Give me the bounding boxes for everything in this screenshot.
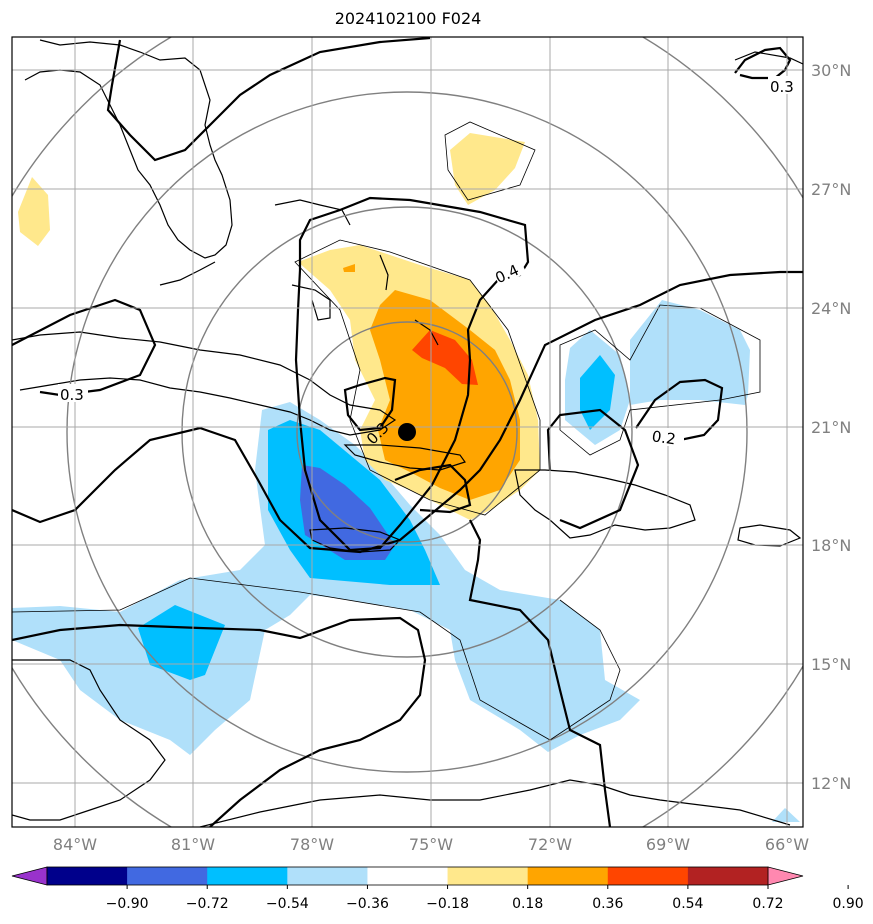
colorbar-tick-label: −0.36 [346,896,389,912]
colorbar-segment [607,867,689,885]
lon-label-75w: 75°W [409,835,453,854]
contour-label-0-3-west: 0.3 [60,386,84,404]
lat-label-12n: 12°N [811,774,851,793]
colorbar-segment [527,867,609,885]
lon-label-72w: 72°W [528,835,572,854]
storm-center-marker [398,423,416,441]
colorbar-tick-label: −0.72 [186,896,229,912]
lat-label-15n: 15°N [811,655,851,674]
colorbar-segment [287,867,368,885]
colorbar-tick-label: −0.54 [266,896,309,912]
colorbar-segment [367,867,449,885]
lat-label-21n: 21°N [811,418,851,437]
lon-label-69w: 69°W [646,835,690,854]
map-area: 0.4 0.3 0.3 0.2 0.3 [12,37,803,827]
lon-label-78w: 78°W [290,835,334,854]
coastlines [12,39,803,827]
map-frame [11,36,804,828]
colorbar-segment [47,867,128,885]
colorbar-tick-label: −0.90 [106,896,149,912]
graticule [12,37,803,827]
lon-label-81w: 81°W [171,835,215,854]
colorbar-tick-label: 0.72 [752,896,783,912]
colorbar-tick-label: 0.54 [672,896,703,912]
colorbar-segment [207,867,288,885]
colorbar-segment [127,867,208,885]
colorbar-extend-low [11,866,48,886]
colorbar-tick-label: −0.18 [426,896,469,912]
thick-contours [12,37,803,827]
map-title: 2024102100 F024 [334,9,482,28]
lat-label-30n: 30°N [811,61,851,80]
contour-label-0-2: 0.2 [651,427,677,448]
colorbar-segment [447,867,529,885]
lon-label-66w: 66°W [765,835,809,854]
colorbar-tick-label: 0.36 [592,896,623,912]
lat-label-27n: 27°N [811,180,851,199]
colorbar-frame [46,866,769,886]
colorbar-segment [687,867,769,885]
colorbar-extend-high [767,866,804,886]
colorbar: −0.90 −0.72 −0.54 −0.36 −0.18 0.18 0.36 0.54 0.7… [11,866,864,912]
thin-contours [12,121,761,741]
lat-label-24n: 24°N [811,299,851,318]
lon-label-84w: 84°W [53,835,97,854]
contour-label-0-3-northeast: 0.3 [770,78,794,96]
latitude-labels: 30°N 27°N 24°N 21°N 18°N 15°N 12°N [811,61,851,793]
longitude-labels: 84°W 81°W 78°W 75°W 72°W 69°W 66°W [53,835,809,854]
lat-label-18n: 18°N [811,536,851,555]
colorbar-tick-label: 0.18 [512,896,543,912]
colorbar-tick-label: 0.90 [833,896,864,912]
